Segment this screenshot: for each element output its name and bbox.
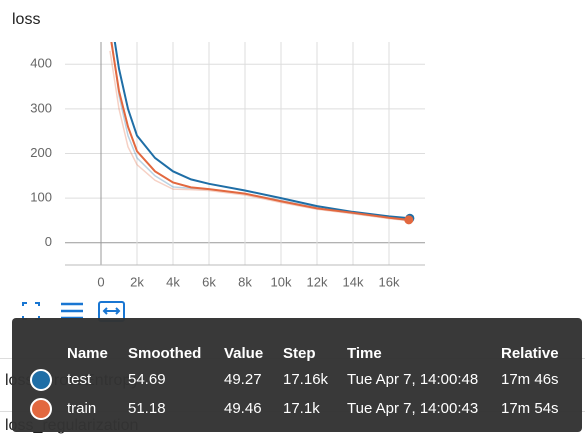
tooltip-header: Value: [224, 345, 264, 362]
series-swatch: [30, 369, 52, 391]
y-tick-label: 100: [30, 190, 52, 205]
x-tick-label: 16k: [379, 274, 400, 289]
x-tick-label: 2k: [130, 274, 144, 289]
raw-line: [109, 50, 409, 222]
tooltip-cell: 17.16k: [283, 371, 329, 388]
tooltip-smoothed: 54.69: [128, 371, 166, 388]
tooltip-header: Time: [347, 345, 382, 362]
x-tick-label: 12k: [307, 274, 328, 289]
tooltip-header: Name: [67, 345, 108, 362]
tooltip-cell: Tue Apr 7, 14:00:48: [347, 371, 479, 388]
tooltip-cell: 49.46: [224, 400, 262, 417]
x-tick-label: 0: [97, 274, 104, 289]
tooltip-header: Smoothed: [128, 345, 202, 362]
tooltip-cell: 49.27: [224, 371, 262, 388]
tooltip-header: Step: [283, 345, 316, 362]
tooltip: Name Smoothed Value Step Time Relative test 54.…: [12, 318, 582, 432]
fit-icon[interactable]: [22, 302, 40, 320]
tooltip-smoothed: 51.18: [128, 400, 166, 417]
y-tick-label: 0: [45, 234, 52, 249]
tooltip-name: test: [67, 371, 92, 388]
plot-area: [109, 42, 410, 222]
hover-point: [404, 215, 414, 225]
smoothed-line: [110, 42, 409, 221]
chart-title: loss: [12, 11, 40, 28]
x-tick-label: 14k: [343, 274, 364, 289]
tooltip-name: train: [67, 400, 97, 417]
tooltip-cell: 17m 54s: [501, 400, 559, 417]
series-swatch: [30, 398, 52, 420]
tooltip-cell: Tue Apr 7, 14:00:43: [347, 400, 479, 417]
x-tick-label: 10k: [271, 274, 292, 289]
x-tick-label: 8k: [238, 274, 252, 289]
smoothed-line: [113, 42, 410, 220]
list-icon[interactable]: [61, 302, 83, 320]
tooltip-header: Relative: [501, 345, 559, 362]
x-tick-label: 4k: [166, 274, 180, 289]
x-tick-label: 6k: [202, 274, 216, 289]
y-tick-label: 200: [30, 145, 52, 160]
tooltip-cell: 17m 46s: [501, 371, 559, 388]
y-tick-label: 300: [30, 100, 52, 115]
raw-line: [111, 42, 410, 222]
tooltip-cell: 17.1k: [283, 400, 320, 417]
y-tick-label: 400: [30, 56, 52, 71]
